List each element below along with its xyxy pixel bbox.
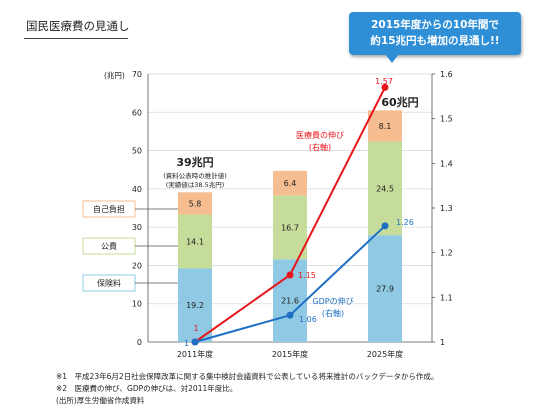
- total-label-2011: 39兆円: [176, 155, 213, 169]
- left-tick-label: 20: [132, 261, 142, 270]
- bar-value-label: 27.9: [376, 285, 394, 294]
- bar-segment-insurance: [368, 235, 402, 342]
- right-tick-label: 1.5: [440, 115, 453, 124]
- left-axis-unit: (兆円): [104, 70, 125, 80]
- left-tick-label: 40: [132, 185, 142, 194]
- total-label-2025: 60兆円: [381, 95, 418, 109]
- medical-growth-point: [286, 271, 294, 279]
- title-underline: [24, 38, 128, 39]
- medical-point-label: 1.15: [298, 271, 316, 280]
- bar-segment-self: [273, 170, 307, 196]
- medical-growth-point: [381, 83, 389, 91]
- bar-value-label: 16.7: [281, 223, 299, 232]
- gdp-line-name: GDPの伸び: [312, 296, 353, 306]
- page-title: 国民医療費の見通し: [26, 19, 130, 33]
- right-tick-label: 1.2: [440, 249, 453, 258]
- medical-point-label: 1.57: [375, 77, 393, 86]
- left-tick-label: 10: [132, 300, 142, 309]
- legend-label: 保険料: [97, 278, 121, 288]
- bar-value-label: 24.5: [376, 184, 394, 193]
- bar-value-label: 21.6: [281, 297, 299, 306]
- right-tick-label: 1.4: [440, 159, 453, 168]
- bar-segment-public: [178, 214, 212, 269]
- right-tick-label: 1.6: [440, 70, 453, 79]
- medical-line-axis-note: (右軸): [309, 142, 331, 152]
- gdp-point-label: 1.06: [299, 315, 317, 324]
- bar-segment-public: [273, 195, 307, 260]
- left-tick-label: 50: [132, 147, 142, 156]
- bar-value-label: 5.8: [189, 199, 202, 208]
- right-tick-label: 1.1: [440, 293, 453, 302]
- right-tick-label: 1.3: [440, 204, 453, 213]
- right-tick-label: 1: [440, 338, 445, 347]
- total-note-2011: (資料公表時の推計値): [163, 171, 227, 180]
- bar-segment-self: [368, 110, 402, 142]
- callout-line-1: 2015年度からの10年間で: [371, 19, 499, 31]
- bar-segment-self: [178, 192, 212, 215]
- callout-line-2: 約15兆円も増加の見通し!!: [370, 35, 500, 47]
- bar-value-label: 19.2: [186, 301, 204, 310]
- footnote-2: ※2 医療費の伸び、GDPの伸びは、対2011年度比。: [56, 384, 238, 393]
- medical-line-name: 医療費の伸び: [296, 130, 344, 140]
- x-tick-label: 2015年度: [272, 349, 308, 359]
- gdp-point-label: 1.26: [396, 218, 414, 227]
- total-note-2011: (実績値は38.5兆円): [166, 180, 225, 189]
- x-tick-label: 2025年度: [367, 349, 403, 359]
- gdp-growth-point: [381, 222, 389, 230]
- x-tick-label: 2011年度: [177, 349, 213, 359]
- gdp-point-label: 1: [184, 339, 189, 348]
- gdp-growth-point: [191, 338, 199, 346]
- bar-segment-insurance: [178, 268, 212, 342]
- bar-value-label: 6.4: [284, 179, 297, 188]
- left-tick-label: 70: [132, 70, 142, 79]
- callout-box: 2015年度からの10年間で 約15兆円も増加の見通し!!: [349, 12, 521, 55]
- left-tick-label: 60: [132, 108, 142, 117]
- footnote-source: (出所)厚生労働省作成資料: [56, 396, 145, 405]
- legend-label: 公費: [101, 241, 117, 251]
- footnote-1: ※1 平成23年6月2日社会保障改革に関する集中検討会議資料で公表している将来推…: [56, 372, 439, 381]
- bar-value-label: 14.1: [186, 238, 204, 247]
- bar-segment-public: [368, 141, 402, 236]
- bar-value-label: 8.1: [379, 122, 392, 131]
- medical-point-label: 1: [193, 324, 198, 333]
- left-tick-label: 0: [137, 338, 142, 347]
- legend-label: 自己負担: [93, 204, 125, 214]
- callout-pointer: [385, 54, 399, 63]
- gdp-growth-point: [286, 311, 294, 319]
- left-tick-label: 30: [132, 223, 142, 232]
- gdp-line-axis-note: (右軸): [322, 308, 344, 318]
